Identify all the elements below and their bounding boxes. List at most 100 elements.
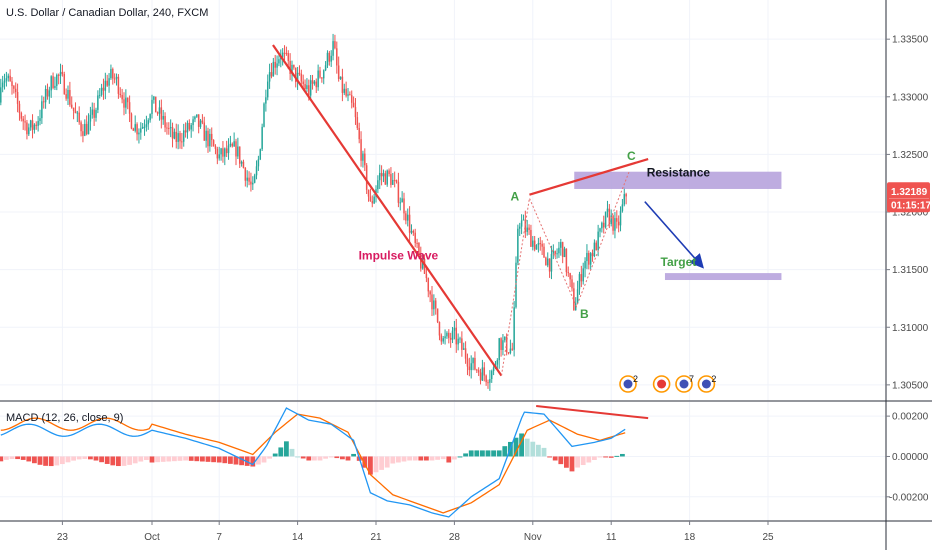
price-axis-tick: 1.33500 bbox=[892, 35, 929, 46]
macd-histogram-bar bbox=[597, 456, 603, 458]
candle bbox=[500, 337, 502, 357]
price-axis[interactable]: 1.33500 1.33000 1.32500 1.32000 1.31500 1.310… bbox=[886, 35, 929, 392]
macd-histogram-bar bbox=[480, 450, 485, 457]
abc-pattern-line[interactable] bbox=[500, 171, 630, 376]
macd-histogram-bar bbox=[457, 456, 463, 458]
candle bbox=[70, 96, 73, 109]
price-axis-tick: 1.32000 bbox=[892, 208, 929, 219]
candle bbox=[194, 115, 196, 123]
candle bbox=[78, 106, 80, 125]
macd-histogram-bar bbox=[37, 456, 43, 465]
candle bbox=[0, 78, 2, 106]
resistance-zone[interactable] bbox=[574, 171, 782, 189]
candle bbox=[46, 83, 49, 100]
chart-title[interactable]: U.S. Dollar / Canadian Dollar, 240, FXCM bbox=[6, 7, 208, 19]
candle bbox=[427, 277, 430, 298]
macd-axis-tick: 0.00200 bbox=[892, 412, 929, 423]
candle bbox=[337, 56, 340, 82]
candle bbox=[588, 250, 590, 270]
candle bbox=[545, 256, 547, 266]
candle bbox=[509, 339, 512, 355]
price-axis-tick: 1.31500 bbox=[892, 265, 929, 276]
macd-histogram-bar bbox=[379, 456, 384, 470]
macd-histogram-bar bbox=[250, 456, 256, 467]
time-axis[interactable]: 23 Oct 7 14 21 28 Nov 11 18 25 bbox=[57, 521, 774, 543]
macd-histogram-bar bbox=[575, 456, 580, 468]
drawing-layer[interactable] bbox=[272, 44, 782, 377]
target-zone[interactable] bbox=[664, 273, 782, 281]
candle bbox=[171, 122, 174, 148]
candle bbox=[343, 83, 346, 96]
macd-histogram-bar bbox=[524, 438, 530, 457]
candle bbox=[89, 106, 92, 131]
macd-histogram-bar bbox=[127, 456, 132, 465]
macd-histogram-bar bbox=[603, 456, 608, 458]
candle bbox=[453, 320, 456, 340]
macd-histogram-bar bbox=[267, 456, 272, 459]
price-grid bbox=[0, 0, 886, 401]
macd-histogram-bar bbox=[620, 453, 625, 457]
candle bbox=[158, 100, 161, 121]
candle bbox=[569, 272, 571, 288]
candle bbox=[59, 63, 62, 84]
macd-histogram-bar bbox=[592, 456, 597, 460]
candle bbox=[253, 173, 256, 184]
candle bbox=[358, 122, 360, 144]
economic-event-icon[interactable]: 2 bbox=[619, 374, 638, 393]
candle bbox=[319, 66, 321, 79]
macd-axis[interactable]: 0.00200 0.00000 -0.00200 bbox=[886, 412, 929, 504]
candle bbox=[399, 197, 402, 211]
candle bbox=[556, 248, 558, 259]
economic-event-icon[interactable]: 2 bbox=[697, 374, 716, 393]
candle bbox=[311, 74, 314, 90]
economic-event-icon[interactable]: 7 bbox=[675, 374, 694, 393]
a-c-trend-line[interactable] bbox=[529, 157, 649, 196]
candle bbox=[526, 219, 528, 236]
annotation-c[interactable]: C bbox=[627, 149, 636, 163]
candle bbox=[65, 88, 67, 101]
macd-histogram-bar bbox=[547, 456, 552, 458]
impulse-trend-line[interactable] bbox=[272, 44, 503, 377]
candle bbox=[614, 212, 616, 239]
event-badges[interactable]: 2 7 2 bbox=[619, 374, 716, 393]
macd-histogram-bar bbox=[177, 456, 183, 461]
candle bbox=[67, 85, 69, 106]
candle bbox=[156, 111, 159, 116]
macd-histogram-bar bbox=[530, 441, 536, 457]
candle bbox=[98, 88, 101, 99]
macd-histogram-bar bbox=[323, 456, 328, 459]
macd-histogram-bar bbox=[558, 456, 564, 465]
annotation-impulse-wave[interactable]: Impulse Wave bbox=[359, 248, 439, 262]
macd-histogram-bar bbox=[284, 441, 289, 457]
annotation-resistance[interactable]: Resistance bbox=[647, 165, 711, 179]
candle bbox=[160, 99, 163, 129]
candle bbox=[490, 369, 493, 383]
macd-legend[interactable]: MACD (12, 26, close, 9) bbox=[6, 412, 123, 424]
macd-histogram-bar bbox=[183, 456, 188, 461]
candle bbox=[248, 171, 250, 186]
candle bbox=[281, 48, 284, 66]
time-axis-tick: 28 bbox=[449, 532, 461, 543]
candle bbox=[388, 168, 390, 177]
macd-histogram-bar bbox=[317, 456, 323, 461]
macd-histogram-bar bbox=[205, 456, 211, 462]
time-axis-tick: 14 bbox=[292, 532, 304, 543]
macd-histogram-bar bbox=[228, 456, 233, 464]
candle bbox=[321, 77, 323, 83]
target-arrow[interactable] bbox=[644, 201, 704, 269]
candle bbox=[601, 221, 603, 233]
candle bbox=[446, 331, 448, 339]
annotation-a[interactable]: A bbox=[511, 190, 520, 204]
macd-divergence-line[interactable] bbox=[536, 405, 649, 420]
economic-event-icon[interactable] bbox=[652, 375, 671, 393]
candle bbox=[14, 82, 17, 98]
candle bbox=[100, 83, 103, 97]
candle bbox=[336, 41, 338, 74]
candle bbox=[141, 123, 144, 129]
annotation-target[interactable]: Target bbox=[661, 255, 697, 269]
price-axis-tick: 1.31000 bbox=[892, 323, 929, 334]
annotation-b[interactable]: B bbox=[580, 307, 589, 321]
candle bbox=[97, 90, 99, 114]
time-axis-tick: 11 bbox=[606, 532, 617, 543]
